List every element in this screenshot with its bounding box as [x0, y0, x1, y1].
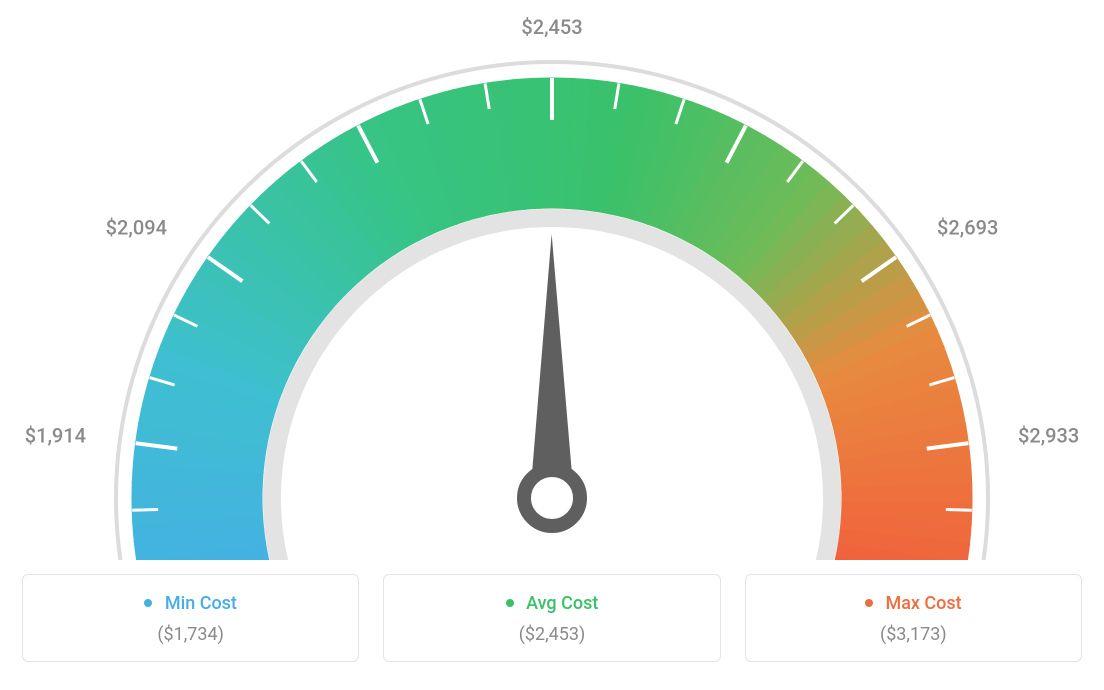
svg-text:$2,094: $2,094 [106, 215, 167, 239]
svg-text:$1,914: $1,914 [25, 424, 86, 448]
bullet-icon [865, 599, 873, 607]
legend-min-title: Min Cost [33, 593, 348, 614]
legend-card-min: Min Cost ($1,734) [22, 574, 359, 662]
legend-avg-title: Avg Cost [394, 593, 709, 614]
gauge-chart: $1,734$1,914$2,094$2,453$2,693$2,933$3,1… [0, 0, 1104, 560]
legend-min-label: Min Cost [165, 593, 237, 614]
svg-text:$2,693: $2,693 [937, 215, 998, 239]
legend-max-label: Max Cost [885, 593, 961, 614]
svg-text:$2,933: $2,933 [1018, 424, 1079, 448]
legend-card-avg: Avg Cost ($2,453) [383, 574, 720, 662]
legend-min-value: ($1,734) [33, 624, 348, 645]
bullet-icon [506, 599, 514, 607]
legend-card-max: Max Cost ($3,173) [745, 574, 1082, 662]
legend-max-value: ($3,173) [756, 624, 1071, 645]
legend-row: Min Cost ($1,734) Avg Cost ($2,453) Max … [0, 574, 1104, 662]
legend-max-title: Max Cost [756, 593, 1071, 614]
gauge-svg: $1,734$1,914$2,094$2,453$2,693$2,933$3,1… [0, 0, 1104, 560]
svg-text:$2,453: $2,453 [521, 15, 582, 39]
legend-avg-value: ($2,453) [394, 624, 709, 645]
bullet-icon [144, 599, 152, 607]
legend-avg-label: Avg Cost [526, 593, 598, 614]
